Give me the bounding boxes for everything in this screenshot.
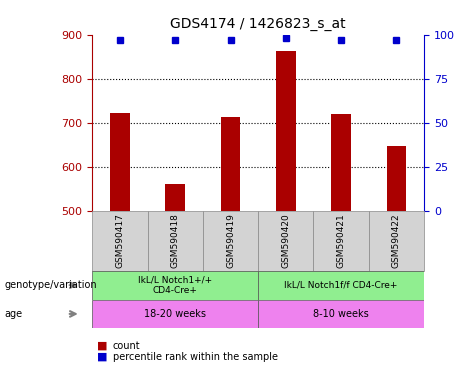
Bar xyxy=(110,113,130,211)
Text: IkL/L Notch1+/+
CD4-Cre+: IkL/L Notch1+/+ CD4-Cre+ xyxy=(138,275,212,295)
Bar xyxy=(258,300,424,328)
Bar xyxy=(221,117,240,211)
Text: GSM590419: GSM590419 xyxy=(226,214,235,268)
Bar xyxy=(92,211,148,271)
Text: ■: ■ xyxy=(97,352,107,362)
Bar xyxy=(165,184,185,211)
Bar xyxy=(92,300,258,328)
Bar xyxy=(387,146,406,211)
Bar xyxy=(369,211,424,271)
Bar xyxy=(92,271,258,300)
Text: GSM590421: GSM590421 xyxy=(337,214,346,268)
Bar xyxy=(258,271,424,300)
Text: IkL/L Notch1f/f CD4-Cre+: IkL/L Notch1f/f CD4-Cre+ xyxy=(284,281,398,290)
Bar xyxy=(148,211,203,271)
Text: GSM590418: GSM590418 xyxy=(171,214,180,268)
Bar xyxy=(276,51,296,211)
Text: 8-10 weeks: 8-10 weeks xyxy=(313,309,369,319)
Text: ■: ■ xyxy=(97,341,107,351)
Text: GSM590417: GSM590417 xyxy=(115,214,124,268)
Text: 18-20 weeks: 18-20 weeks xyxy=(144,309,206,319)
Bar xyxy=(203,211,258,271)
Bar xyxy=(331,114,351,211)
Text: count: count xyxy=(113,341,141,351)
Text: percentile rank within the sample: percentile rank within the sample xyxy=(113,352,278,362)
Bar xyxy=(313,211,369,271)
Bar xyxy=(258,211,313,271)
Text: GSM590422: GSM590422 xyxy=(392,214,401,268)
Text: age: age xyxy=(5,309,23,319)
Text: genotype/variation: genotype/variation xyxy=(5,280,97,290)
Text: GSM590420: GSM590420 xyxy=(281,214,290,268)
Title: GDS4174 / 1426823_s_at: GDS4174 / 1426823_s_at xyxy=(171,17,346,31)
